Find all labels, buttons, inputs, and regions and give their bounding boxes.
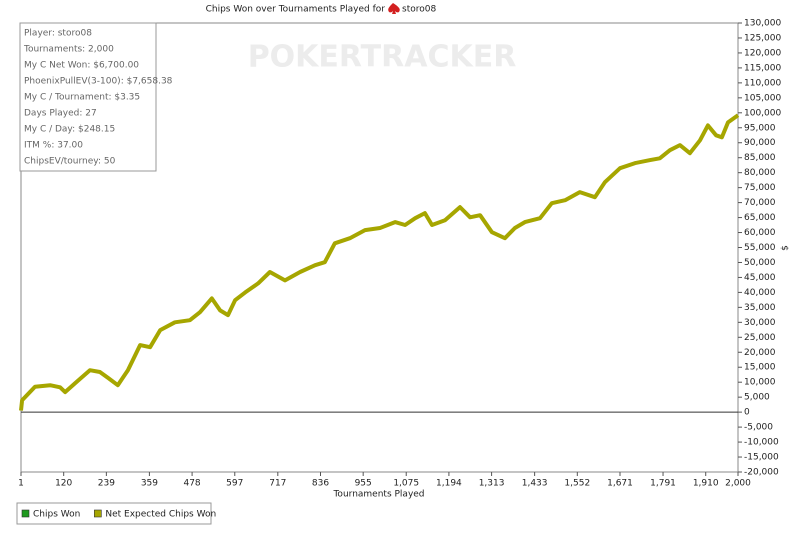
stat-line: My C Net Won: $6,700.00 — [24, 61, 139, 71]
stats-box — [19, 22, 157, 172]
y-tick-label: 60,000 — [744, 228, 776, 238]
y-tick-label: 90,000 — [744, 138, 776, 148]
player-name: storo08 — [402, 5, 436, 15]
stat-line: PhoenixPullEV(3-100): $7,658.38 — [24, 77, 173, 87]
x-tick-label: 1,313 — [479, 479, 505, 489]
chart-title: Chips Won over Tournaments Played for — [206, 5, 386, 15]
y-tick-label: 85,000 — [744, 153, 776, 163]
stat-line: Tournaments: 2,000 — [23, 45, 114, 55]
x-tick-label: 1,791 — [650, 479, 676, 489]
stat-line: Player: storo08 — [24, 29, 92, 39]
y-tick-label: 125,000 — [744, 33, 781, 43]
x-tick-label: 597 — [226, 479, 243, 489]
y-tick-label: -10,000 — [744, 438, 779, 448]
stat-line: My C / Tournament: $3.35 — [24, 93, 140, 103]
y-tick-label: 20,000 — [744, 348, 776, 358]
legend-box — [16, 502, 212, 525]
x-tick-label: 359 — [141, 479, 158, 489]
x-tick-label: 1,552 — [564, 479, 590, 489]
y-tick-label: 50,000 — [744, 258, 776, 268]
y-tick-label: 115,000 — [744, 63, 781, 73]
y-tick-label: -20,000 — [744, 468, 779, 478]
stat-line: ChipsEV/tourney: 50 — [24, 157, 116, 167]
x-axis-title: Tournaments Played — [332, 490, 424, 500]
y-tick-label: 40,000 — [744, 288, 776, 298]
y-tick-label: -5,000 — [744, 423, 773, 433]
y-tick-label: 130,000 — [744, 19, 781, 29]
y-tick-label: 30,000 — [744, 318, 776, 328]
legend-label: Net Expected Chips Won — [105, 510, 216, 520]
y-tick-label: 25,000 — [744, 333, 776, 343]
stat-line: ITM %: 37.00 — [24, 141, 83, 151]
y-tick-label: 70,000 — [744, 198, 776, 208]
y-tick-label: 120,000 — [744, 48, 781, 58]
y-tick-label: 55,000 — [744, 243, 776, 253]
x-tick-label: 955 — [355, 479, 372, 489]
y-tick-label: 15,000 — [744, 363, 776, 373]
watermark: POKERTRACKER — [248, 40, 517, 75]
y-tick-label: 0 — [744, 408, 750, 418]
x-tick-label: 1,194 — [436, 479, 462, 489]
x-tick-label: 1,433 — [522, 479, 548, 489]
legend-swatch — [21, 509, 30, 518]
y-tick-label: 65,000 — [744, 213, 776, 223]
y-tick-label: 95,000 — [744, 123, 776, 133]
x-tick-label: 1,075 — [393, 479, 419, 489]
stat-line: My C / Day: $248.15 — [24, 125, 115, 135]
series-line — [19, 113, 740, 411]
x-tick-label: 1,671 — [607, 479, 633, 489]
x-tick-label: 836 — [312, 479, 329, 489]
y-tick-label: 75,000 — [744, 183, 776, 193]
y-tick-label: -15,000 — [744, 453, 779, 463]
legend-swatch — [94, 509, 102, 518]
legend-label: Chips Won — [33, 510, 80, 520]
y-tick-label: 10,000 — [744, 378, 776, 388]
player-icon — [388, 3, 400, 14]
x-tick-label: 2,000 — [725, 479, 751, 489]
x-tick-label: 120 — [55, 479, 72, 489]
y-tick-label: 80,000 — [744, 168, 776, 178]
y-axis-title: $ — [781, 245, 791, 251]
y-tick-label: 5,000 — [744, 393, 770, 403]
y-tick-label: 35,000 — [744, 303, 776, 313]
x-tick-label: 717 — [269, 479, 286, 489]
y-tick-label: 100,000 — [744, 108, 781, 118]
x-tick-label: 478 — [183, 479, 200, 489]
x-tick-label: 1,910 — [693, 479, 719, 489]
y-tick-label: 110,000 — [744, 78, 781, 88]
stat-line: Days Played: 27 — [24, 109, 97, 119]
x-tick-label: 1 — [18, 479, 24, 489]
y-tick-label: 45,000 — [744, 273, 776, 283]
y-tick-label: 105,000 — [744, 93, 781, 103]
x-tick-label: 239 — [98, 479, 115, 489]
